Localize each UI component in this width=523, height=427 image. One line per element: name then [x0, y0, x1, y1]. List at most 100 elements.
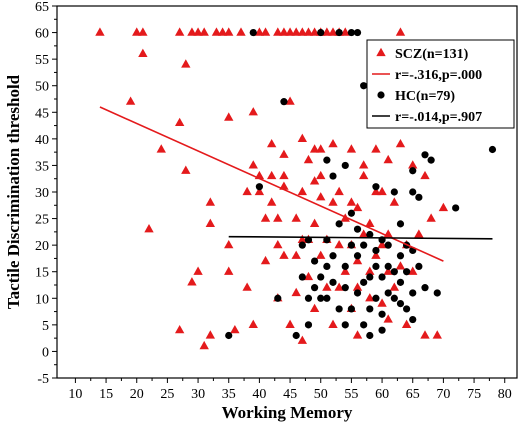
scz-point [297, 234, 308, 243]
legend-hc-fit-label: r=-.014,p=.907 [395, 110, 482, 125]
hc-point [378, 326, 386, 334]
legend-scz-label: SCZ(n=131) [395, 47, 469, 62]
x-tick-label: 20 [130, 387, 144, 402]
scz-point [266, 197, 277, 206]
x-tick-label: 30 [191, 387, 205, 402]
hc-point [396, 278, 405, 286]
scz-point [297, 186, 308, 196]
hc-point [360, 241, 368, 249]
scz-point [309, 303, 320, 313]
scz-point [309, 218, 320, 228]
scz-point [383, 154, 393, 164]
scz-point [199, 340, 209, 350]
hc-point [347, 209, 355, 217]
scz-point [408, 160, 418, 169]
scz-point [322, 27, 332, 36]
x-tick-label: 75 [467, 387, 481, 402]
hc-point [360, 82, 368, 90]
scz-point [371, 250, 381, 259]
scz-point [316, 250, 326, 259]
scz-point [316, 144, 326, 153]
scz-point [279, 149, 289, 158]
scz-point [316, 192, 326, 201]
fit-lines [99, 106, 493, 262]
scz-point [420, 330, 430, 339]
hc-point [366, 305, 374, 313]
scz-point [273, 239, 283, 249]
y-tick-label: 35 [35, 159, 49, 174]
scz-point [291, 250, 301, 259]
hc-point [311, 257, 319, 265]
scz-point [377, 186, 387, 196]
scz-point [224, 239, 234, 249]
scz-point [383, 314, 393, 323]
hc-point [347, 241, 355, 249]
hc-point [396, 300, 405, 308]
hc-point [329, 172, 337, 180]
scz-point [254, 186, 265, 196]
scz-point [174, 27, 185, 36]
y-tick-label: 5 [42, 319, 49, 334]
legend-scz-fit-label: r=-.316,p=.000 [395, 68, 482, 83]
scz-point [358, 160, 369, 169]
x-tick-label: 10 [68, 387, 82, 402]
legend-triangle-marker [376, 47, 386, 57]
hc-point [384, 262, 392, 270]
scz-point [438, 202, 449, 212]
hc-point [366, 230, 374, 239]
hc-point [353, 289, 362, 297]
legend-box [366, 39, 515, 129]
hc-point [298, 241, 306, 249]
hc-fit-line [228, 235, 493, 240]
y-axis-label: Tactile Discrimination threshold [4, 74, 23, 309]
scz-point [217, 27, 228, 36]
scz-point [266, 170, 277, 180]
scz-point [273, 27, 283, 36]
scz-point [303, 154, 314, 164]
hc-point [390, 294, 398, 302]
scz-point [401, 319, 412, 328]
scz-point [125, 96, 136, 105]
scz-point [291, 27, 301, 36]
scz-point [420, 170, 430, 180]
scz-point [328, 27, 338, 36]
hc-point [255, 183, 263, 191]
scz-point [236, 27, 246, 36]
hc-point [341, 321, 349, 329]
hc-point [335, 220, 343, 228]
scz-point [414, 229, 424, 238]
scz-point [224, 27, 234, 36]
hc-point [353, 252, 362, 260]
y-tick-label: 10 [35, 292, 49, 307]
scz-point [377, 239, 387, 249]
hc-point [353, 28, 362, 37]
hc-point [384, 289, 392, 297]
scz-point [389, 197, 400, 206]
y-tick-label: 0 [42, 345, 49, 360]
hc-point [360, 321, 368, 329]
scz-point [358, 229, 369, 238]
scz-point [371, 186, 381, 196]
scz-point [193, 27, 203, 36]
hc-point [390, 268, 398, 276]
scz-point [395, 27, 406, 36]
x-axis-label: Working Memory [222, 403, 353, 422]
x-tick-label: 15 [99, 387, 113, 402]
scz-point [285, 96, 295, 105]
scz-point [242, 282, 252, 291]
hc-point [353, 225, 362, 233]
scz-point [254, 27, 265, 36]
x-tick-label: 70 [436, 387, 450, 402]
hc-point [409, 315, 417, 324]
hc-point [341, 284, 349, 292]
x-tick-label: 80 [498, 387, 512, 402]
hc-point [335, 305, 343, 313]
hc-point [347, 305, 355, 313]
scz-fit-line [99, 106, 444, 262]
scz-point [365, 293, 375, 302]
scz-point [285, 319, 295, 328]
scz-point [187, 277, 197, 286]
scz-point [365, 218, 375, 228]
hc-point [366, 331, 374, 340]
scz-point [174, 117, 185, 127]
